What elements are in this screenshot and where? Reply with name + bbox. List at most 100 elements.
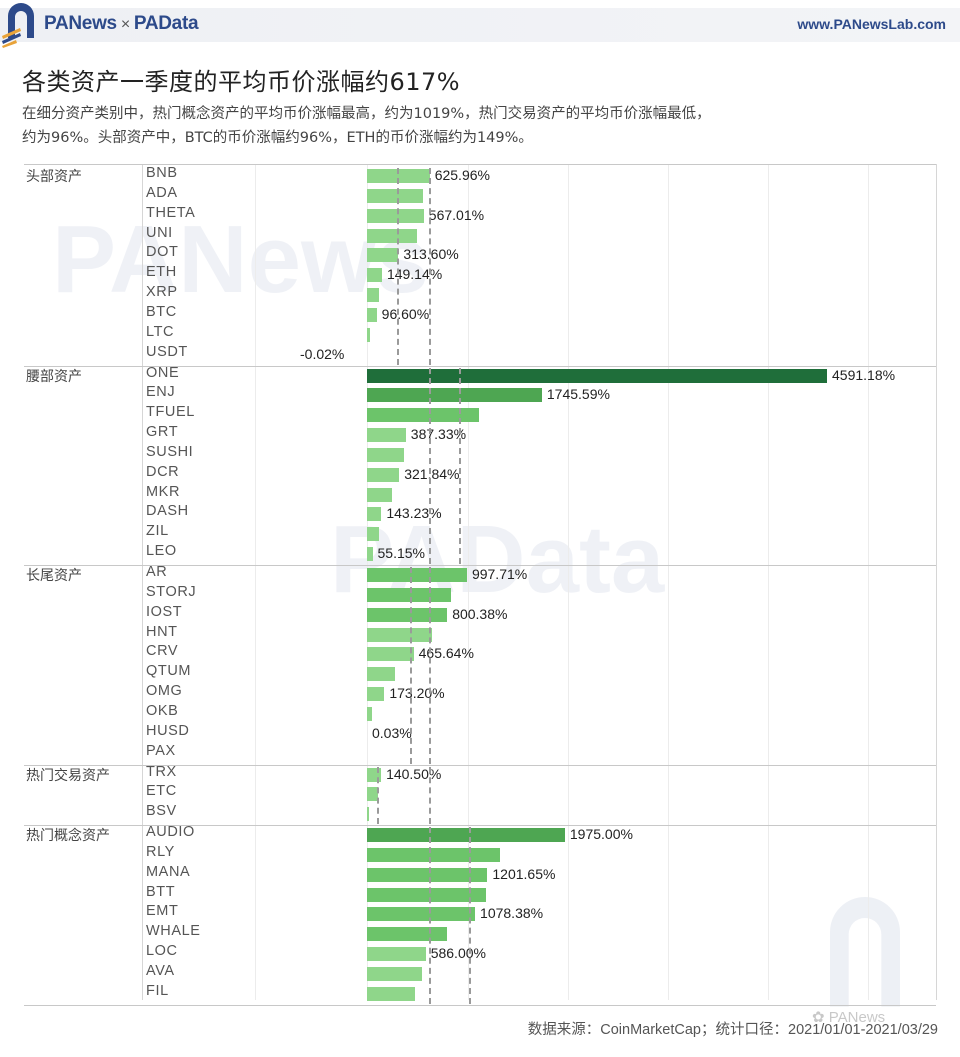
data-bar[interactable] (367, 967, 423, 981)
data-bar[interactable] (367, 927, 448, 942)
value-label: 0.03% (372, 724, 412, 741)
data-bar[interactable] (367, 568, 467, 582)
wechat-watermark: ✿ PANews (812, 1009, 886, 1026)
source-name: CoinMarketCap (600, 1022, 702, 1038)
row-label: CRV (146, 643, 179, 660)
data-bar[interactable] (367, 288, 380, 303)
data-bar[interactable] (367, 807, 369, 822)
data-bar[interactable] (367, 368, 827, 383)
value-label: 1078.38% (480, 905, 544, 922)
value-label: 143.23% (386, 505, 442, 522)
row-label: DASH (146, 503, 189, 520)
data-bar[interactable] (367, 327, 370, 342)
page-subtitle: 在细分资产类别中，热门概念资产的平均币价涨幅最高，约为1019%，热门交易资产的… (22, 102, 942, 150)
data-bar[interactable] (367, 388, 542, 403)
gridline (768, 164, 769, 1000)
group-separator (24, 764, 936, 766)
brand-padata: PAData (133, 13, 199, 34)
reference-line (459, 367, 462, 564)
brand-title: PANews × PAData (44, 13, 199, 35)
value-label: 1975.00% (569, 826, 633, 843)
data-bar[interactable] (367, 847, 501, 862)
chart-top-border (24, 164, 936, 165)
group-separator (24, 365, 936, 367)
row-label: BNB (146, 165, 178, 181)
row-label: OMG (146, 683, 183, 700)
row-label: BTC (146, 303, 177, 320)
value-label: 465.64% (418, 645, 474, 662)
row-label: ETH (146, 264, 177, 281)
data-bar[interactable] (367, 867, 488, 882)
group-separator (24, 1004, 936, 1006)
data-bar[interactable] (367, 447, 405, 462)
data-bar[interactable] (367, 487, 393, 502)
row-label: AVA (146, 963, 175, 979)
data-bar[interactable] (367, 787, 379, 802)
row-label: USDT (146, 343, 188, 360)
data-bar[interactable] (367, 268, 382, 283)
data-bar[interactable] (367, 467, 400, 482)
gridline (936, 164, 937, 1000)
data-bar[interactable] (367, 208, 424, 223)
reference-line (469, 827, 472, 1004)
data-bar[interactable] (367, 307, 377, 322)
data-bar[interactable] (367, 428, 406, 443)
data-bar[interactable] (367, 228, 418, 243)
data-bar[interactable] (367, 907, 476, 922)
data-bar[interactable] (367, 248, 399, 263)
row-label: QTUM (146, 663, 192, 680)
data-bar[interactable] (367, 887, 487, 902)
period-range: 2021/01/01-2021/03/29 (788, 1022, 938, 1038)
data-bar[interactable] (367, 507, 382, 522)
footer-separator: ； (701, 1022, 716, 1038)
page-title: 各类资产一季度的平均币价涨幅约617% (22, 68, 461, 96)
value-label: 173.20% (389, 685, 445, 702)
data-bar[interactable] (367, 767, 382, 782)
group-label: 长尾资产 (26, 568, 82, 584)
data-bar[interactable] (367, 627, 433, 642)
reference-line (428, 827, 431, 1004)
data-bar[interactable] (367, 828, 565, 843)
reference-line (410, 567, 413, 764)
gridline (367, 164, 368, 1000)
data-bar[interactable] (367, 607, 448, 622)
row-label: EMT (146, 903, 179, 920)
data-bar[interactable] (367, 947, 426, 962)
data-bar[interactable] (367, 687, 385, 702)
source-label: 数据来源： (527, 1022, 601, 1038)
brand-panews: PANews (44, 13, 117, 34)
row-label: HUSD (146, 722, 190, 739)
group-separator (24, 825, 936, 827)
data-bar[interactable] (367, 706, 372, 721)
row-label: FIL (146, 982, 169, 999)
row-label: SUSHI (146, 443, 194, 460)
gridline (142, 164, 143, 1000)
panews-logo-icon (2, 3, 34, 48)
bar-chart: 头部资产 BNB 625.96% ADA THETA 567.01% UNI DOT 313.6… (0, 160, 960, 1010)
data-bar[interactable] (367, 527, 380, 542)
row-label: RLY (146, 843, 175, 860)
row-label: OKB (146, 702, 179, 719)
value-label: 4591.18% (832, 366, 896, 383)
data-bar[interactable] (367, 587, 452, 602)
footer-source: 数据来源：CoinMarketCap；统计口径：2021/01/01-2021/… (528, 1018, 938, 1039)
reference-line (428, 567, 431, 764)
data-bar[interactable] (367, 647, 414, 662)
row-label: DCR (146, 463, 180, 480)
data-bar[interactable] (367, 188, 424, 203)
value-label: 140.50% (386, 765, 442, 782)
value-label: 1201.65% (492, 865, 556, 882)
data-bar[interactable] (367, 986, 416, 1001)
data-bar[interactable] (367, 667, 396, 682)
data-bar[interactable] (367, 408, 480, 423)
row-label: BTT (146, 883, 176, 900)
value-label: 567.01% (428, 206, 485, 223)
gridline (668, 164, 669, 1000)
row-label: DOT (146, 244, 179, 261)
row-label: ENJ (146, 384, 176, 401)
gridline (255, 164, 256, 1000)
value-label: 586.00% (430, 945, 486, 962)
period-label: 统计口径： (715, 1022, 789, 1038)
value-label: 387.33% (410, 426, 467, 443)
data-bar[interactable] (367, 547, 373, 562)
